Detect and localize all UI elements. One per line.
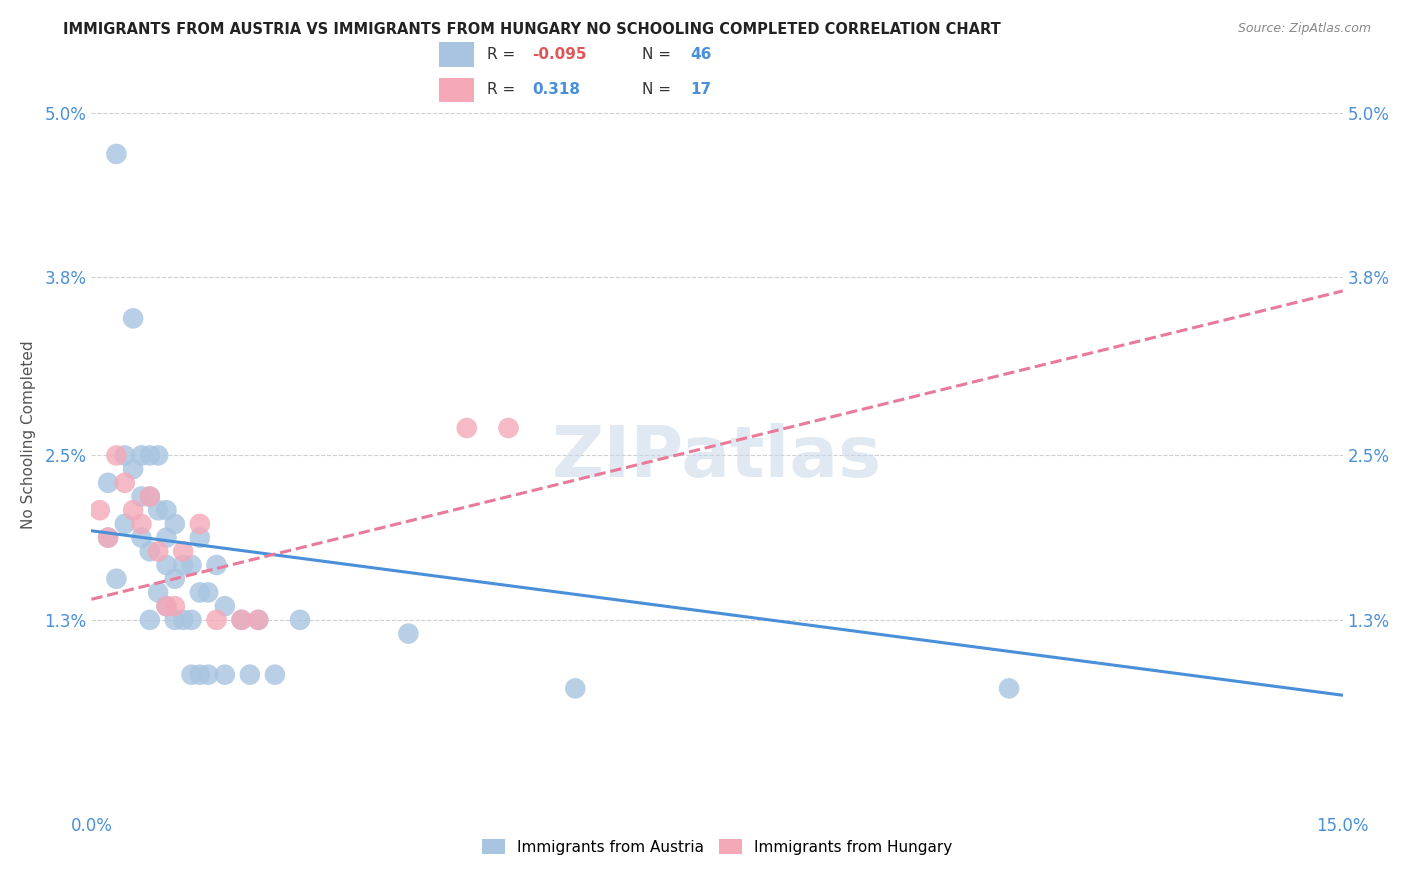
Point (205, 558, 228, 572)
Point (197, 667, 219, 681)
Point (396, 626, 419, 640)
Point (172, 613, 194, 627)
Point (163, 516, 186, 531)
Point (139, 544, 162, 558)
Text: Source: ZipAtlas.com: Source: ZipAtlas.com (1237, 22, 1371, 36)
Point (122, 503, 145, 517)
Point (188, 531, 211, 545)
Point (131, 516, 153, 531)
Point (163, 599, 186, 614)
Point (247, 613, 270, 627)
Point (89, 503, 111, 517)
Point (139, 490, 162, 504)
Point (155, 599, 177, 614)
Point (114, 475, 136, 490)
Point (188, 516, 211, 531)
Point (139, 613, 162, 627)
Point (180, 613, 202, 627)
Point (97, 475, 120, 490)
Point (146, 503, 169, 517)
Point (131, 449, 153, 463)
Text: 0.318: 0.318 (533, 82, 581, 97)
Point (172, 544, 194, 558)
Point (97, 531, 120, 545)
Point (188, 585, 211, 599)
Point (498, 421, 520, 435)
Text: R =: R = (488, 82, 520, 97)
Point (114, 449, 136, 463)
Point (105, 449, 128, 463)
Point (155, 531, 177, 545)
Point (139, 449, 162, 463)
Point (155, 599, 177, 614)
Point (180, 558, 202, 572)
Point (214, 599, 236, 614)
Point (998, 681, 1021, 696)
Point (139, 490, 162, 504)
Point (456, 421, 478, 435)
Point (122, 311, 145, 326)
Text: N =: N = (643, 47, 676, 62)
Text: R =: R = (488, 47, 520, 62)
FancyBboxPatch shape (439, 43, 474, 67)
Point (105, 572, 128, 586)
Text: 46: 46 (690, 47, 711, 62)
Point (264, 667, 287, 681)
Text: IMMIGRANTS FROM AUSTRIA VS IMMIGRANTS FROM HUNGARY NO SCHOOLING COMPLETED CORREL: IMMIGRANTS FROM AUSTRIA VS IMMIGRANTS FR… (63, 22, 1001, 37)
Point (155, 503, 177, 517)
Point (247, 613, 270, 627)
Point (131, 490, 153, 504)
Point (155, 558, 177, 572)
Text: -0.095: -0.095 (533, 47, 586, 62)
Point (172, 558, 194, 572)
Point (146, 449, 169, 463)
Y-axis label: No Schooling Completed: No Schooling Completed (21, 341, 37, 529)
Point (146, 585, 169, 599)
Point (97, 531, 120, 545)
Point (114, 516, 136, 531)
Point (205, 613, 228, 627)
Point (231, 613, 253, 627)
Point (214, 667, 236, 681)
FancyBboxPatch shape (439, 78, 474, 102)
Point (188, 667, 211, 681)
Point (288, 613, 311, 627)
Point (180, 667, 202, 681)
Legend: Immigrants from Austria, Immigrants from Hungary: Immigrants from Austria, Immigrants from… (475, 832, 959, 861)
Point (146, 544, 169, 558)
Text: 17: 17 (690, 82, 711, 97)
Point (239, 667, 262, 681)
Text: ZIPatlas: ZIPatlas (553, 423, 882, 492)
Point (122, 462, 145, 476)
Point (163, 613, 186, 627)
Text: N =: N = (643, 82, 676, 97)
Point (131, 531, 153, 545)
Point (105, 147, 128, 161)
Point (197, 585, 219, 599)
Point (564, 681, 586, 696)
Point (163, 572, 186, 586)
Point (231, 613, 253, 627)
